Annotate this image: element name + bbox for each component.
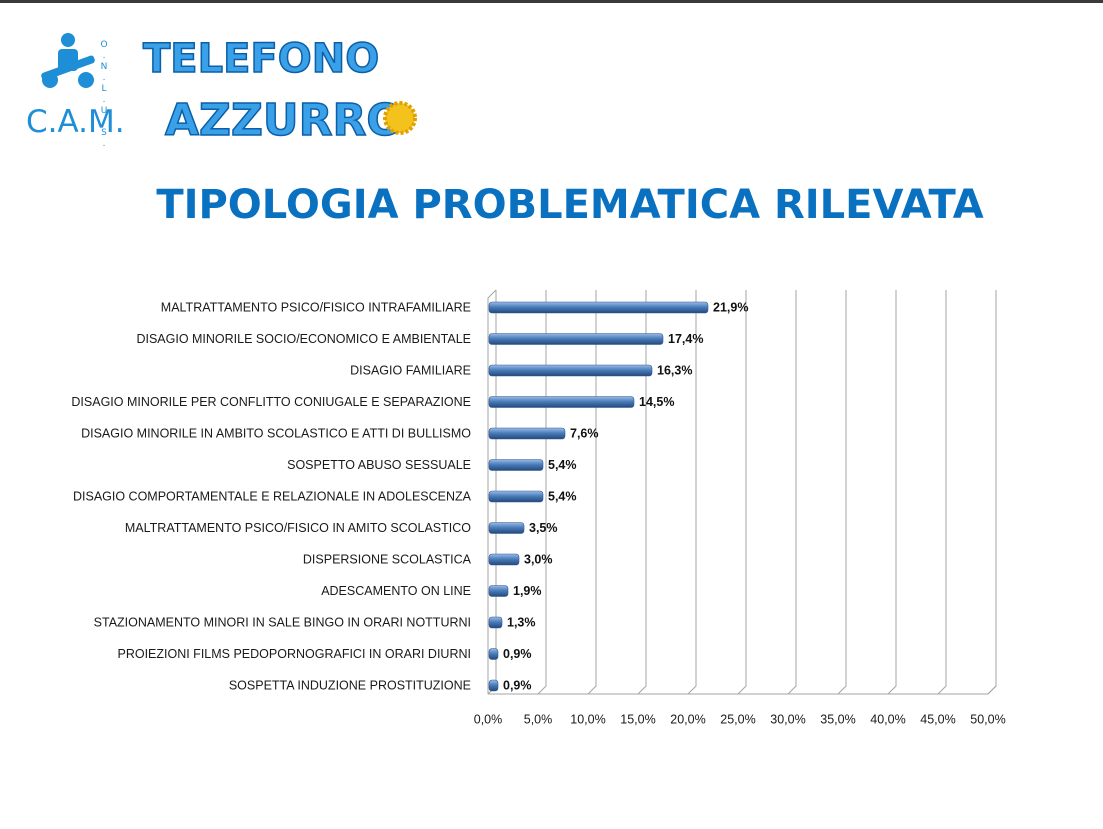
x-tick-label: 35,0%	[820, 712, 855, 726]
grid-line	[737, 290, 747, 695]
y-tick-label: SOSPETTO ABUSO SESSUALE	[287, 458, 471, 472]
y-tick-label: SOSPETTA INDUZIONE PROSTITUZIONE	[229, 678, 471, 692]
x-tick-label: 45,0%	[920, 712, 955, 726]
grid-line	[587, 290, 597, 695]
logo-icon	[41, 33, 95, 88]
value-label: 0,9%	[503, 647, 532, 661]
y-tick-label: PROIEZIONI FILMS PEDOPORNOGRAFICI IN ORA…	[117, 647, 471, 661]
value-label: 21,9%	[713, 300, 748, 314]
y-tick-label: DISAGIO COMPORTAMENTALE E RELAZIONALE IN…	[73, 489, 472, 503]
y-tick-label: DISPERSIONE SCOLASTICA	[303, 552, 472, 566]
x-tick-label: 50,0%	[970, 712, 1005, 726]
value-label: 14,5%	[639, 395, 674, 409]
chart-title: TIPOLOGIA PROBLEMATICA RILEVATA	[156, 182, 983, 228]
value-label: 0,9%	[503, 678, 532, 692]
y-tick-label: DISAGIO MINORILE IN AMBITO SCOLASTICO E …	[81, 426, 471, 440]
x-tick-label: 20,0%	[670, 712, 705, 726]
value-label: 16,3%	[657, 363, 692, 377]
x-tick-label: 0,0%	[474, 712, 503, 726]
bar	[488, 616, 503, 629]
x-tick-label: 30,0%	[770, 712, 805, 726]
y-tick-label: STAZIONAMENTO MINORI IN SALE BINGO IN OR…	[94, 615, 471, 629]
x-tick-label: 10,0%	[570, 712, 605, 726]
bar	[488, 459, 544, 471]
value-label: 1,9%	[513, 584, 542, 598]
bar	[488, 679, 499, 692]
value-label: 17,4%	[668, 332, 703, 346]
y-tick-label: ADESCAMENTO ON LINE	[321, 584, 471, 598]
value-label: 5,4%	[548, 458, 577, 472]
bar	[488, 490, 544, 503]
grid-line	[987, 290, 997, 695]
axis-wall	[487, 289, 497, 694]
grid-line	[687, 290, 697, 695]
top-bar	[0, 0, 1103, 3]
grid-line	[787, 290, 797, 695]
y-tick-label: MALTRATTAMENTO PSICO/FISICO IN AMITO SCO…	[125, 521, 471, 535]
logo: O.N.L.U.S. C.A.M. TELEFONO AZZURRO	[26, 33, 417, 150]
logo-line2: AZZURRO	[165, 95, 404, 146]
bar	[488, 522, 525, 534]
logo-line1: TELEFONO	[143, 36, 379, 82]
y-tick-label: DISAGIO MINORILE SOCIO/ECONOMICO E AMBIE…	[136, 332, 471, 346]
bar	[488, 396, 635, 408]
grid-line	[837, 290, 847, 695]
bar	[488, 427, 566, 440]
logo-acronym: C.A.M.	[26, 104, 125, 140]
bar	[488, 648, 499, 660]
bar	[488, 301, 709, 314]
y-tick-label: DISAGIO MINORILE PER CONFLITTO CONIUGALE…	[71, 395, 471, 409]
value-label: 5,4%	[548, 489, 577, 503]
y-tick-label: DISAGIO FAMILIARE	[350, 363, 471, 377]
logo-sun	[383, 101, 417, 135]
x-tick-label: 15,0%	[620, 712, 655, 726]
x-tick-label: 5,0%	[524, 712, 553, 726]
grid-line	[637, 290, 647, 695]
x-tick-label: 40,0%	[870, 712, 905, 726]
value-label: 3,5%	[529, 521, 558, 535]
grid-line	[537, 290, 547, 695]
value-label: 3,0%	[524, 552, 553, 566]
logo-legal-form: O.N.L.U.S.	[99, 40, 109, 150]
value-label: 1,3%	[507, 615, 536, 629]
bar	[488, 585, 509, 597]
bar	[488, 364, 653, 377]
bar	[488, 553, 520, 566]
grid-line	[937, 290, 947, 695]
x-tick-label: 25,0%	[720, 712, 755, 726]
grid-line	[887, 290, 897, 695]
value-label: 7,6%	[570, 426, 599, 440]
bar	[488, 333, 664, 345]
y-tick-label: MALTRATTAMENTO PSICO/FISICO INTRAFAMILIA…	[161, 300, 471, 314]
